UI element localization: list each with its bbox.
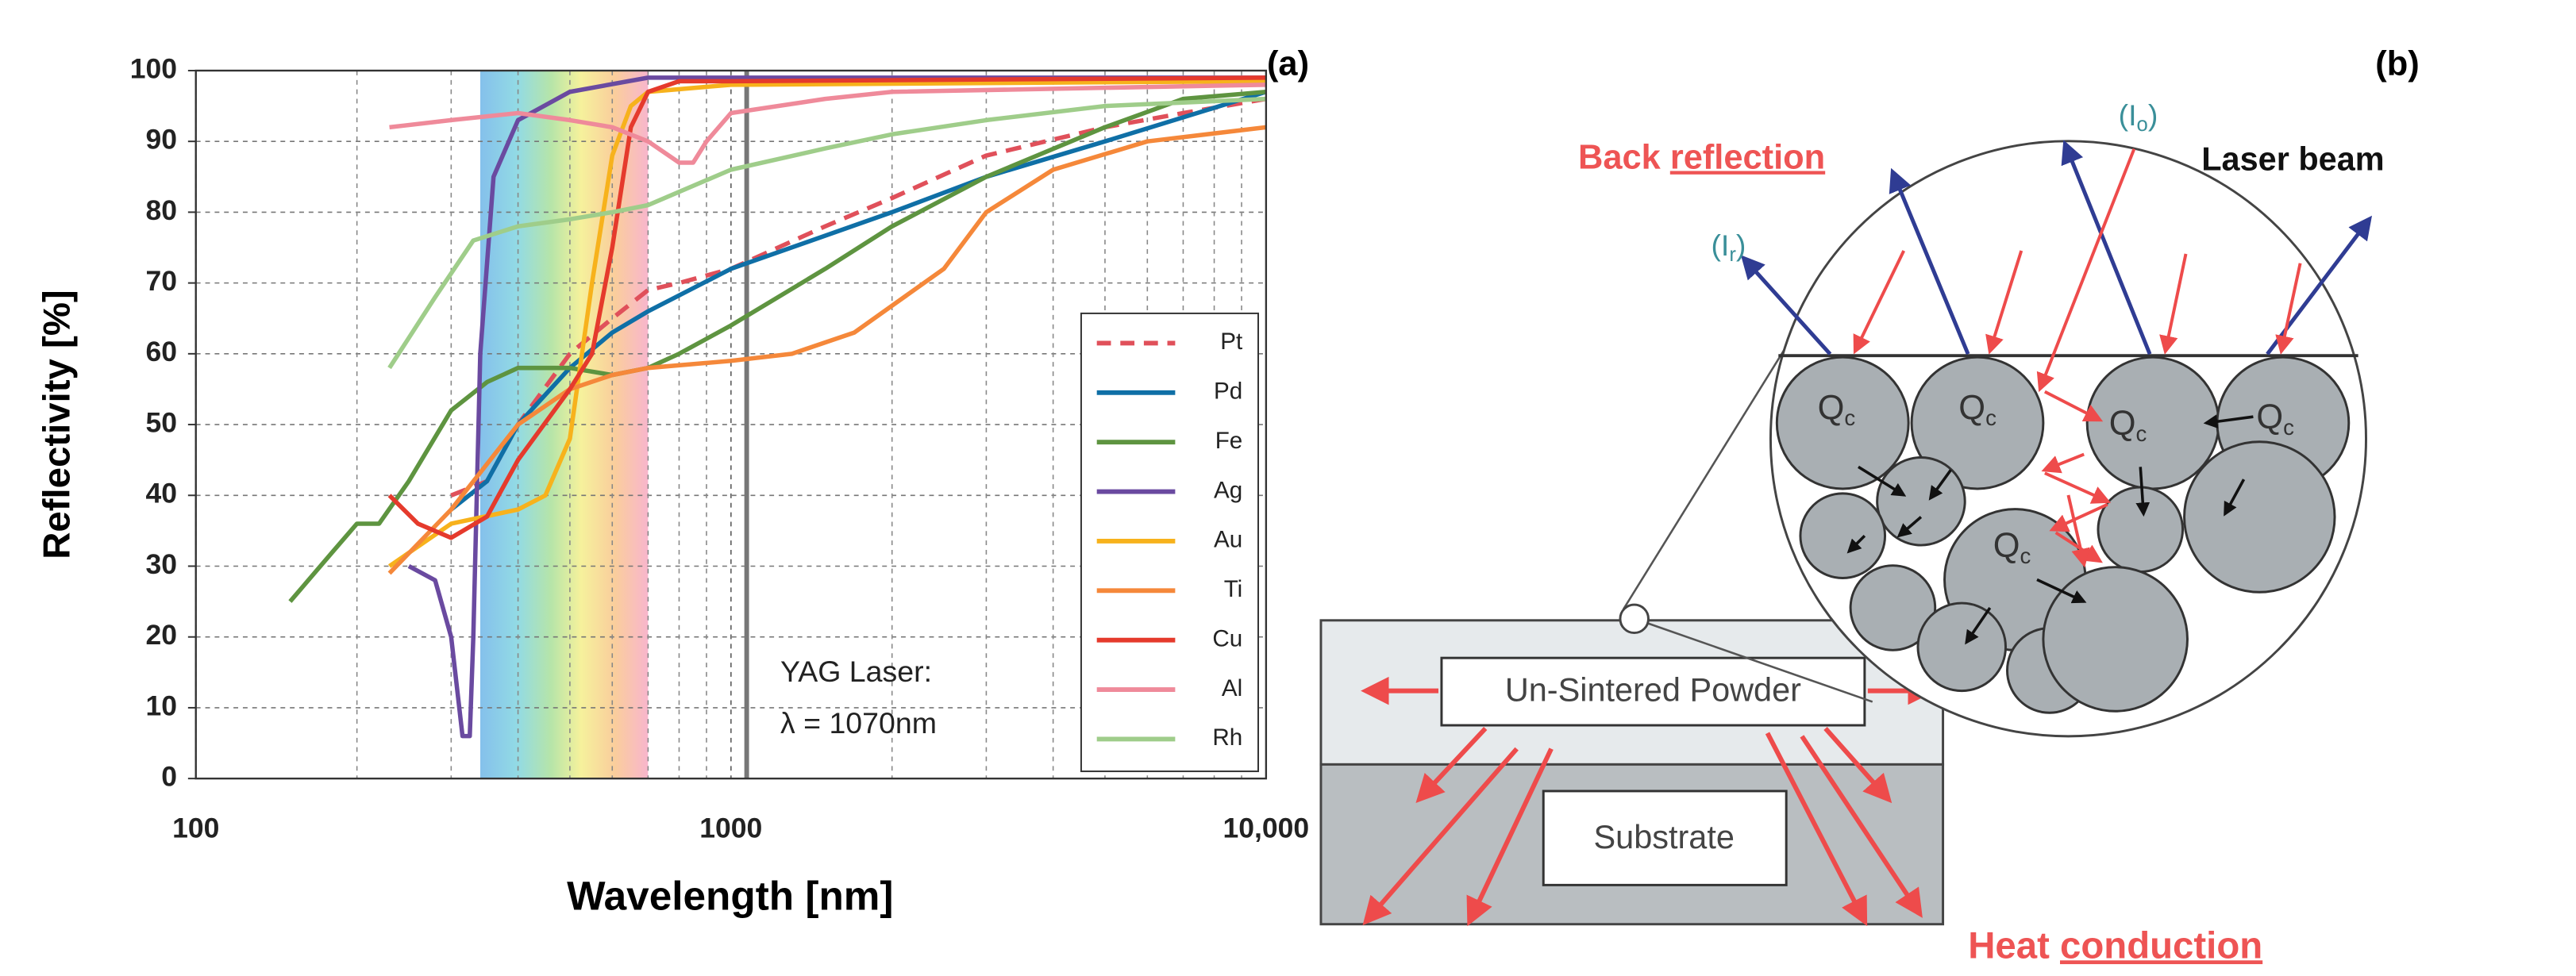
series-line [387, 79, 1266, 568]
substrate-label: Substrate [1594, 818, 1735, 855]
substrate-box [1542, 790, 1788, 886]
q-sub: c [2020, 544, 2031, 568]
y-axis-label: Reflectivity [%] [37, 290, 79, 559]
legend-label: Fe [1215, 428, 1243, 454]
legend-label: Rh [1212, 724, 1242, 751]
laser-beam: Laser beam [2201, 140, 2384, 177]
annotation: λ = 1070nm [780, 706, 937, 740]
series-line [387, 125, 1267, 575]
series-line [387, 96, 1266, 370]
heat-arrows [1361, 676, 1936, 927]
legend-label: Pd [1214, 378, 1242, 405]
diagram: Un-Sintered Powder Substrate Qc Qc Qc Qc… [1319, 45, 2420, 966]
part: r [1729, 244, 1736, 266]
zoom-spot [1619, 603, 1650, 635]
word: Back [1578, 139, 1670, 177]
heat-arrows-internal [1846, 414, 2254, 645]
word: conduction [2060, 924, 2262, 966]
svg-text:Qc: Qc [1958, 390, 1996, 431]
part: (I [2119, 98, 2137, 132]
particle-labels: Qc Qc Qc Qc Qc [1818, 390, 2294, 568]
series-line [389, 83, 1266, 165]
plot-frame [194, 69, 1268, 780]
part: ) [1736, 229, 1746, 262]
legend-label: Al [1222, 675, 1242, 701]
q: Q [1818, 390, 1845, 428]
y-tick-label: 0 [161, 761, 177, 793]
svg-text:Qc: Qc [2256, 399, 2294, 440]
annotation: YAG Laser: [780, 655, 932, 688]
q: Q [2109, 405, 2136, 444]
y-tick-label: 100 [130, 52, 177, 84]
chart: (a) Wavelength [nm] Reflectivity [%] 0 10… [37, 45, 1310, 919]
q: Q [1958, 390, 1985, 428]
legend-label: Cu [1212, 625, 1242, 651]
series-line [407, 75, 1266, 739]
svg-text:Qc: Qc [1993, 527, 2031, 568]
legend-label: Pt [1220, 329, 1242, 355]
y-tick-label: 20 [146, 619, 178, 651]
reflected-label: (Ir) [1711, 229, 1746, 266]
word: Heat [1968, 924, 2060, 966]
y-tick-label: 50 [146, 406, 178, 438]
q-sub: c [1985, 405, 1996, 430]
powder-label: Un-Sintered Powder [1505, 671, 1801, 709]
svg-text:Qc: Qc [2109, 405, 2147, 447]
zoom-line [1622, 321, 1804, 610]
y-tick-label: 60 [146, 336, 178, 367]
q-sub: c [1844, 405, 1855, 430]
x-tick-label: 100 [172, 813, 219, 844]
x-tick-label: 1000 [699, 813, 762, 844]
x-axis-label: Wavelength [nm] [567, 874, 893, 919]
svg-text:Qc: Qc [1818, 390, 1856, 431]
incident-label: (Io) [2119, 98, 2158, 136]
y-tick-label: 90 [146, 124, 178, 156]
series-line [450, 96, 1267, 498]
particles [1775, 355, 2351, 714]
word: reflection [1670, 139, 1825, 177]
series-line [449, 90, 1267, 512]
q: Q [2256, 399, 2283, 437]
back-reflection: Back reflection [1578, 139, 1825, 177]
part: o [2137, 113, 2148, 136]
part: ) [2148, 98, 2158, 132]
legend-label: Au [1214, 527, 1242, 553]
part: (I [1711, 229, 1729, 262]
legend-label: Ti [1224, 576, 1243, 602]
incident-rays [1853, 148, 2302, 568]
series-line [387, 75, 1266, 540]
panel-label: (a) [1267, 45, 1309, 83]
q-sub: c [2283, 415, 2294, 440]
zoom-line [1648, 622, 1873, 703]
heat-conduction: Heat conduction [1968, 924, 2262, 966]
y-tick-label: 30 [146, 548, 178, 580]
y-tick-label: 10 [146, 690, 178, 721]
panel-label: (b) [2375, 45, 2419, 83]
q-sub: c [2136, 421, 2147, 446]
y-tick-label: 40 [146, 478, 178, 509]
y-tick-label: 70 [146, 265, 178, 297]
legend-label: Ag [1214, 477, 1242, 503]
powder-box [1440, 656, 1866, 727]
q: Q [1993, 527, 2020, 565]
x-tick-label: 10,000 [1223, 813, 1310, 844]
y-tick-label: 80 [146, 194, 178, 226]
